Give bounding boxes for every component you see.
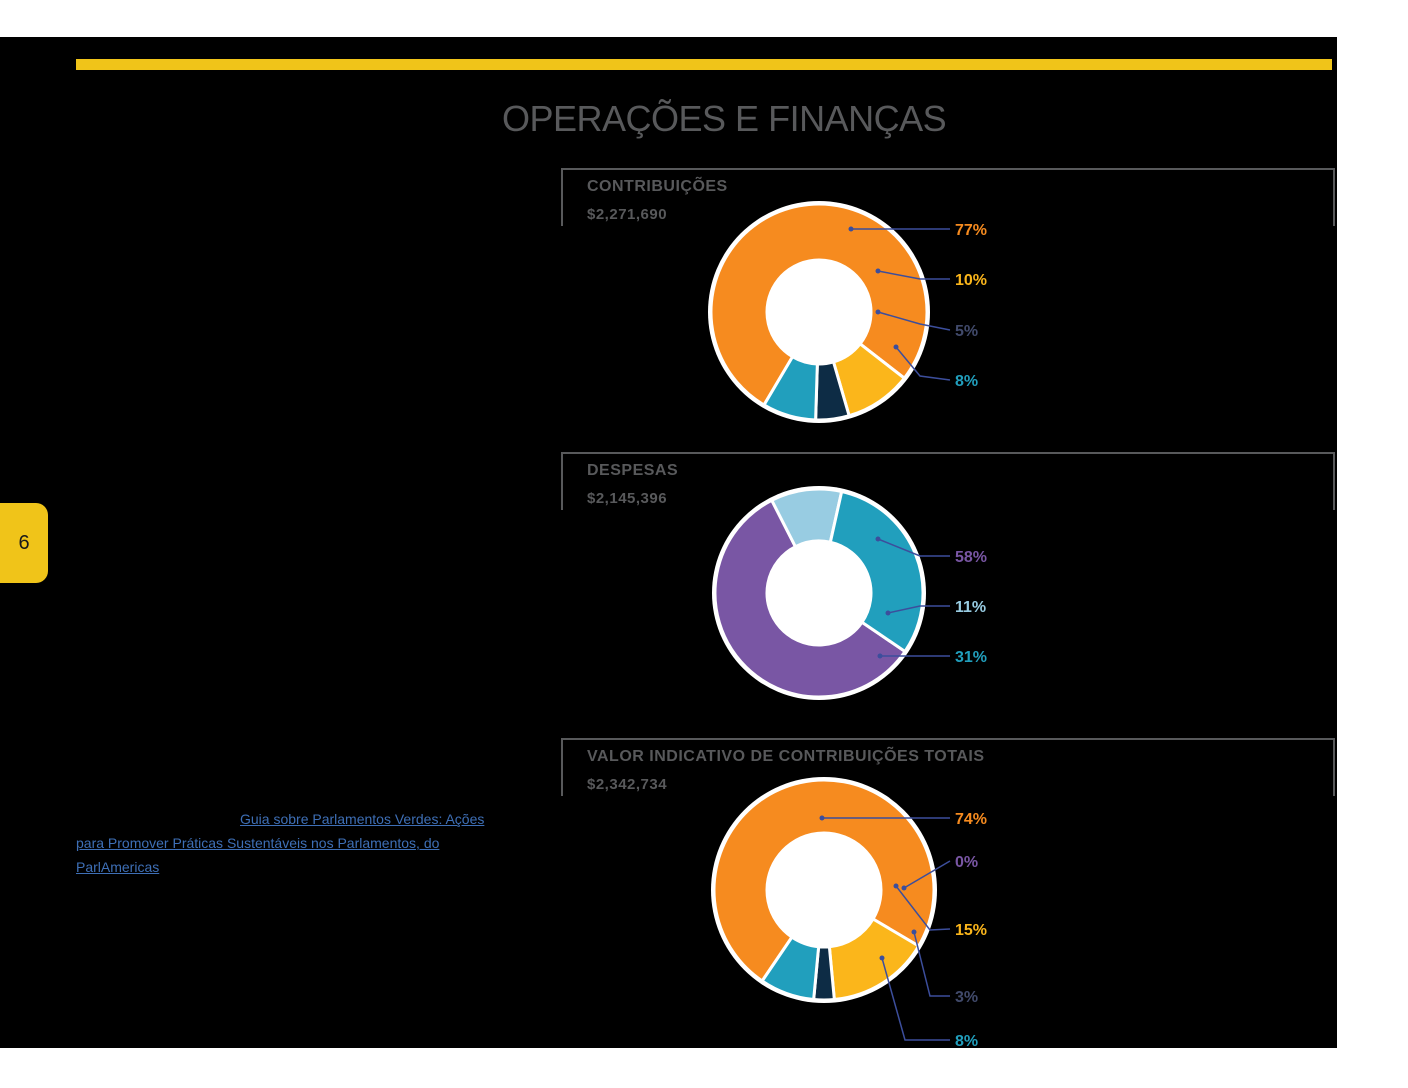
chart-2-label-4: 8% <box>955 1033 978 1050</box>
valor-indicativo-total: $2,342,734 <box>587 776 668 793</box>
chart-2-leader-1 <box>903 860 951 889</box>
chart-1-hole <box>767 541 871 645</box>
chart-0-leader-2 <box>877 311 951 331</box>
chart-1-leader-0 <box>877 538 950 557</box>
chart-1-leader-1 <box>887 605 950 614</box>
chart-1-label-0: 58% <box>955 549 987 566</box>
valor-indicativo-title: VALOR INDICATIVO DE CONTRIBUIÇÕES TOTAIS <box>587 748 985 765</box>
chart-2-leader-dot-1 <box>901 885 907 891</box>
contribuicoes-title: CONTRIBUIÇÕES <box>587 178 728 195</box>
chart-2-label-0: 74% <box>955 811 987 828</box>
despesas-title: DESPESAS <box>587 462 679 479</box>
chart-2-slice-0 <box>712 778 936 984</box>
chart-2-leader-3 <box>913 931 950 997</box>
despesas-box: DESPESAS $2,145,396 <box>561 452 1335 510</box>
chart-2-leader-dot-0 <box>819 815 825 821</box>
despesas-total: $2,145,396 <box>587 490 668 507</box>
chart-2-leader-2 <box>895 885 951 931</box>
chart-0-leader-3 <box>895 346 951 381</box>
guide-link-line-1[interactable]: Guia sobre Parlamentos Verdes: Ações <box>240 811 485 827</box>
chart-1-label-2: 31% <box>955 649 987 666</box>
chart-0-leader-1 <box>877 270 950 280</box>
page-number: 6 <box>18 531 30 554</box>
chart-0-leader-dot-1 <box>875 268 881 274</box>
chart-2-label-3: 3% <box>955 989 978 1006</box>
chart-0-label-0: 77% <box>955 222 987 239</box>
top-accent-bar <box>76 59 1332 70</box>
chart-0-leader-dot-0 <box>848 226 854 232</box>
contribuicoes-total: $2,271,690 <box>587 206 668 223</box>
page-number-tab: 6 <box>0 503 48 583</box>
contribuicoes-box: CONTRIBUIÇÕES $2,271,690 <box>561 168 1335 226</box>
chart-2-label-2: 15% <box>955 922 987 939</box>
chart-1-leader-dot-1 <box>885 610 891 616</box>
page-background <box>0 37 1337 1048</box>
chart-2-hole <box>767 833 881 947</box>
chart-0-label-1: 10% <box>955 272 987 289</box>
chart-1-leader-dot-0 <box>875 536 881 542</box>
chart-2-leader-dot-2 <box>893 883 899 889</box>
chart-1-leader-dot-2 <box>877 653 883 659</box>
chart-0-hole <box>767 260 871 364</box>
valor-indicativo-box: VALOR INDICATIVO DE CONTRIBUIÇÕES TOTAIS… <box>561 738 1335 796</box>
chart-2-leader-4 <box>881 957 950 1041</box>
chart-2-leader-dot-4 <box>879 955 885 961</box>
guide-link-line-3[interactable]: ParlAmericas <box>76 859 160 875</box>
chart-2-label-1: 0% <box>955 854 978 871</box>
guide-link-line-2[interactable]: para Promover Práticas Sustentáveis nos … <box>76 835 440 851</box>
chart-0-label-3: 8% <box>955 373 978 390</box>
page-title: OPERAÇÕES E FINANÇAS <box>502 98 947 139</box>
chart-0-leader-dot-2 <box>875 309 881 315</box>
chart-2-slice-4 <box>760 935 821 1002</box>
chart-1-label-1: 11% <box>955 599 986 616</box>
chart-0-leader-dot-3 <box>893 344 899 350</box>
chart-0-label-2: 5% <box>955 323 978 340</box>
chart-2-leader-dot-3 <box>911 929 917 935</box>
